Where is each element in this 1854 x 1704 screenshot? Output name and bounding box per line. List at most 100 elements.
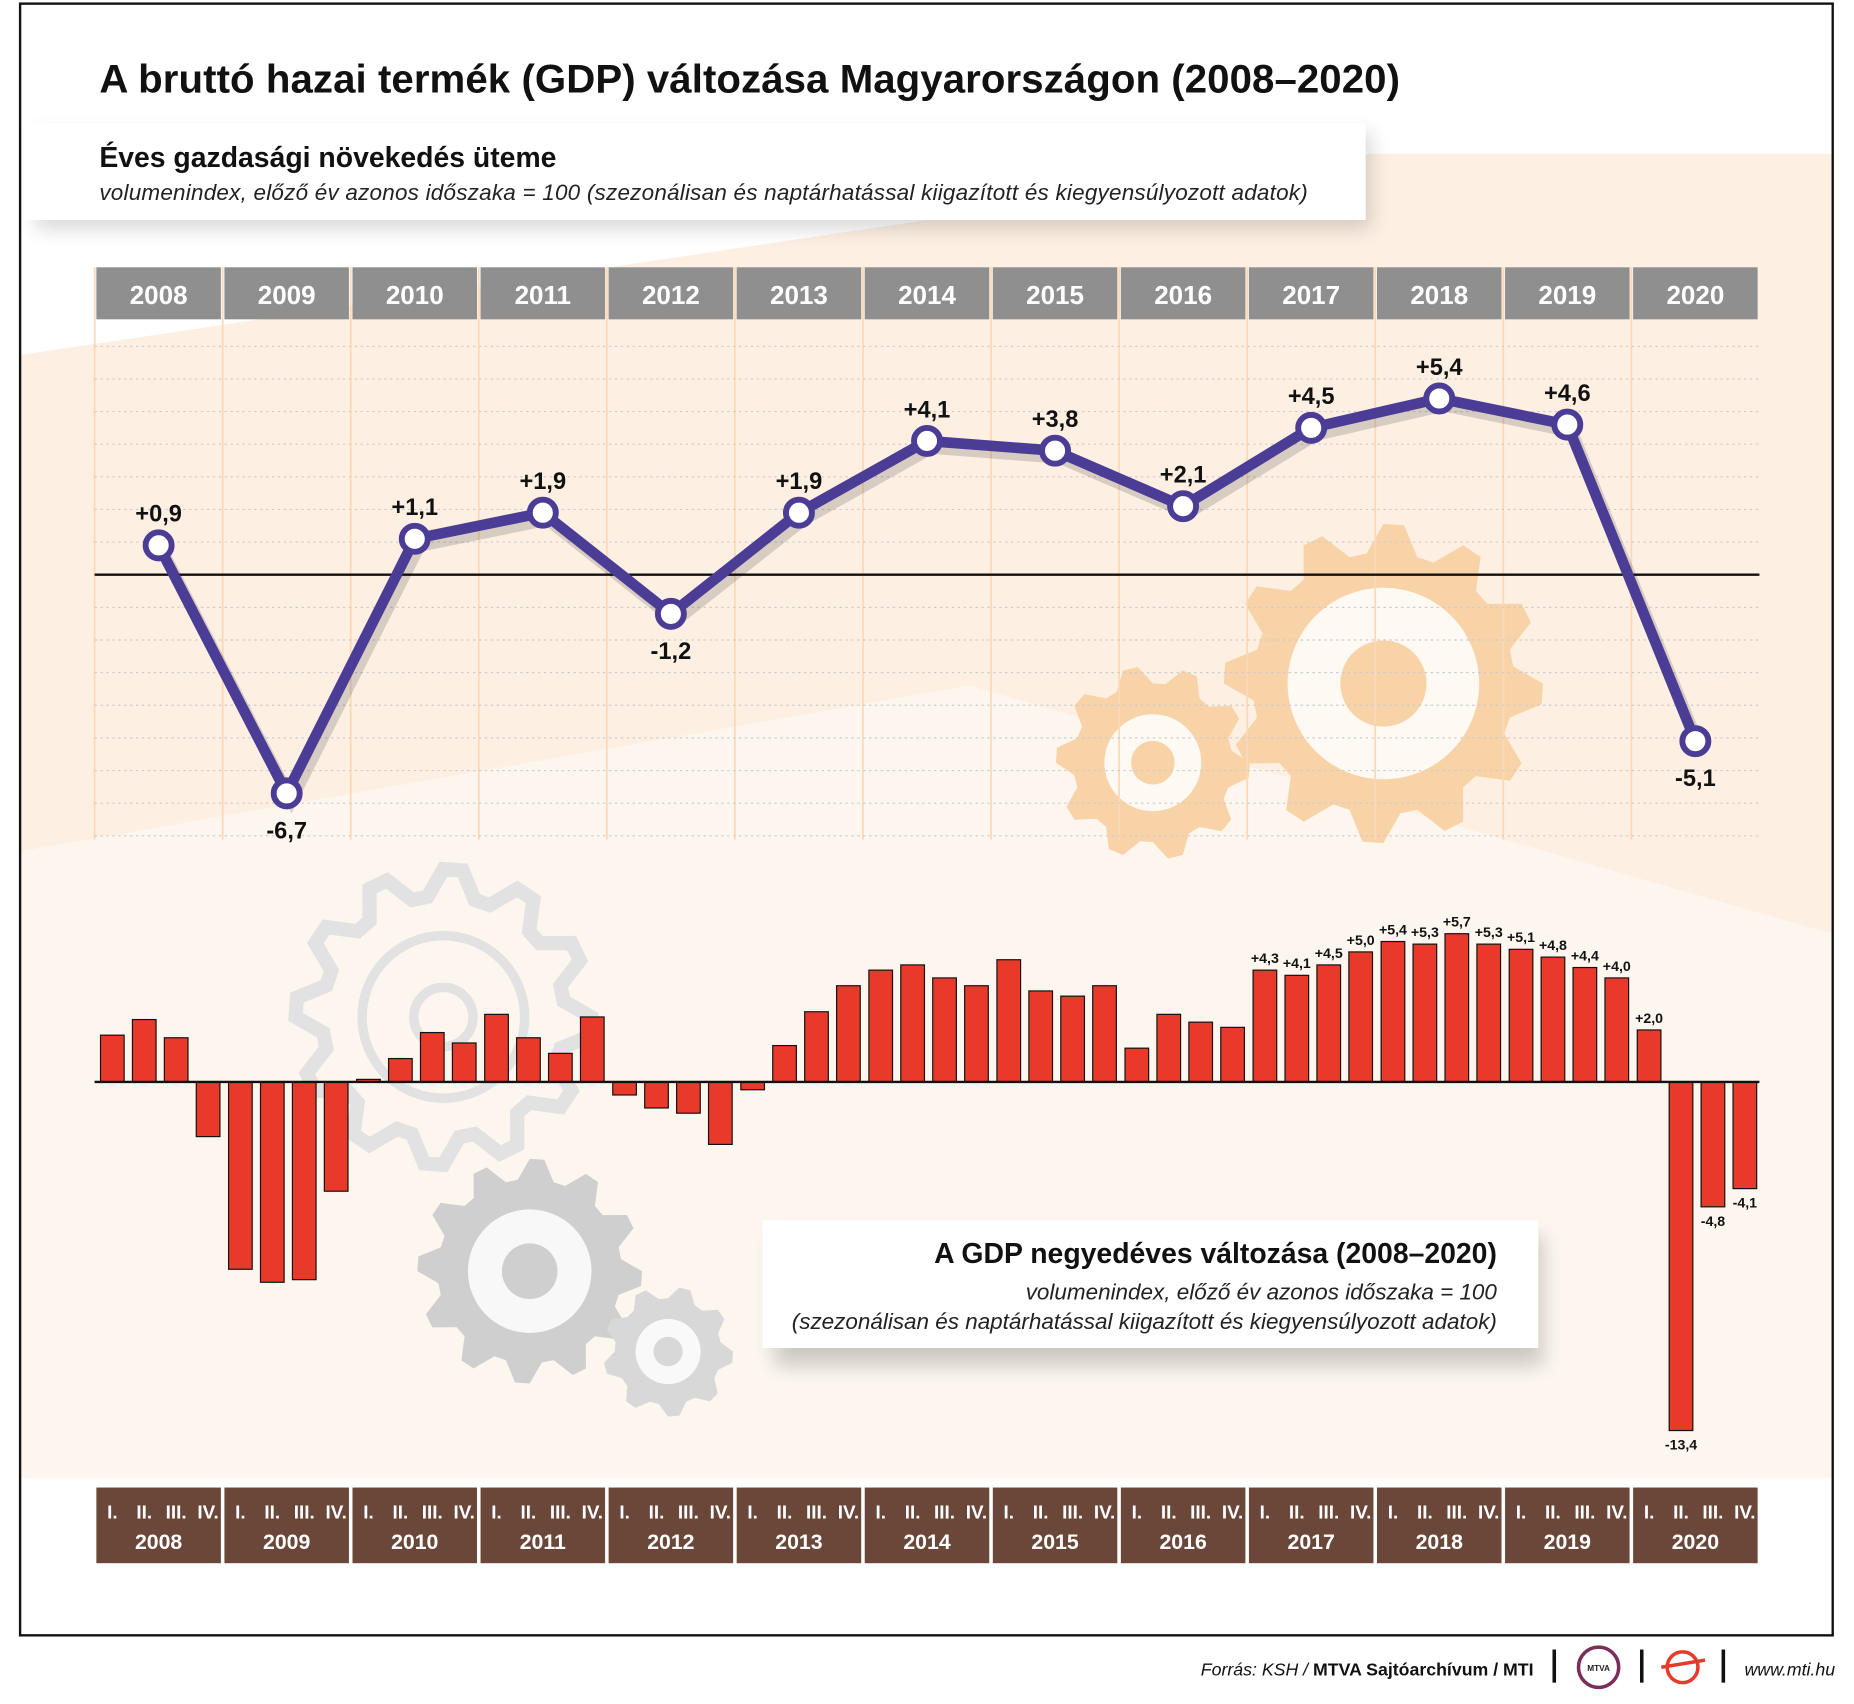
quarter-label: II. xyxy=(264,1502,280,1523)
quarter-label: I. xyxy=(107,1502,118,1523)
bar xyxy=(1348,951,1374,1083)
quarter-label: II. xyxy=(136,1502,152,1523)
quarter-label: I. xyxy=(1260,1502,1271,1523)
bar xyxy=(1732,1081,1758,1190)
data-point xyxy=(1679,725,1712,758)
quarter-label: III. xyxy=(1446,1502,1467,1523)
quarter-label: IV. xyxy=(582,1502,603,1523)
year-header-label: 2014 xyxy=(898,280,956,310)
mtva-logo xyxy=(1576,1645,1621,1690)
year-header-cell xyxy=(224,267,349,320)
bar xyxy=(1540,956,1566,1083)
quarter-label: III. xyxy=(294,1502,315,1523)
quarter-band-cell xyxy=(1633,1487,1758,1564)
year-header-label: 2008 xyxy=(130,280,188,310)
bar xyxy=(1668,1081,1694,1432)
gear-icon xyxy=(1055,666,1250,859)
bar xyxy=(451,1042,477,1083)
year-header-label: 2019 xyxy=(1538,280,1596,310)
quarter-band-cell xyxy=(1120,1487,1246,1564)
quarter-label: I. xyxy=(1516,1502,1527,1523)
data-point xyxy=(1423,382,1456,415)
quarter-label: I. xyxy=(491,1502,502,1523)
bar xyxy=(516,1037,541,1083)
quarter-band-cell xyxy=(96,1487,221,1564)
quarter-label: II. xyxy=(905,1502,921,1523)
bar xyxy=(1220,1026,1246,1083)
bar-label: +5,0 xyxy=(1347,933,1375,949)
year-header-cell xyxy=(1376,267,1502,320)
quarter-label: I. xyxy=(1132,1502,1143,1523)
data-label: -6,7 xyxy=(266,818,307,844)
year-header-cell xyxy=(352,267,478,320)
year-header-label: 2015 xyxy=(1026,280,1084,310)
bar xyxy=(1092,985,1117,1083)
bar xyxy=(195,1081,221,1138)
quarter-year-label: 2012 xyxy=(647,1530,694,1554)
quarter-label: II. xyxy=(1289,1502,1305,1523)
bar xyxy=(99,1034,125,1083)
data-point xyxy=(1295,411,1328,444)
quarter-label: III. xyxy=(806,1502,827,1523)
bar xyxy=(932,977,957,1083)
quarter-label: II. xyxy=(521,1502,537,1523)
gear-outline xyxy=(288,861,599,1173)
bar xyxy=(1700,1081,1726,1208)
data-point xyxy=(526,496,559,529)
bar xyxy=(644,1081,669,1109)
bar xyxy=(1284,974,1310,1083)
quarter-year-label: 2016 xyxy=(1159,1530,1206,1554)
bar-label: +4,5 xyxy=(1315,946,1343,962)
bar xyxy=(1476,943,1502,1083)
quarter-label: I. xyxy=(1644,1502,1655,1523)
data-label: -5,1 xyxy=(1675,766,1716,792)
bar xyxy=(612,1081,637,1096)
quarter-year-label: 2008 xyxy=(135,1530,182,1554)
quarter-label: III. xyxy=(1190,1502,1211,1523)
bar xyxy=(1604,977,1630,1083)
quarter-label: II. xyxy=(1545,1502,1561,1523)
frame-border xyxy=(18,2,1834,1637)
quarter-band-cell xyxy=(1248,1487,1374,1564)
quarter-band-cell xyxy=(224,1487,349,1564)
quarter-label: IV. xyxy=(1222,1502,1243,1523)
bar xyxy=(1156,1013,1182,1083)
quarter-year-label: 2014 xyxy=(903,1530,950,1554)
quarter-band-cell xyxy=(736,1487,862,1564)
data-label: +0,9 xyxy=(135,502,182,528)
year-header-label: 2010 xyxy=(386,280,444,310)
year-header-cell xyxy=(96,267,221,320)
bar-label: -4,8 xyxy=(1701,1214,1726,1230)
quarter-label: II. xyxy=(1673,1502,1689,1523)
quarter-label: IV. xyxy=(1734,1502,1755,1523)
mtva-logo-text: MTVA xyxy=(1587,1664,1610,1673)
quarter-label: IV. xyxy=(1478,1502,1499,1523)
quarter-band-cell xyxy=(864,1487,990,1564)
website-link[interactable]: www.mti.hu xyxy=(1744,1660,1835,1680)
quarter-year-label: 2018 xyxy=(1416,1530,1463,1554)
data-point xyxy=(1039,434,1072,467)
year-header-label: 2016 xyxy=(1154,280,1212,310)
quarter-label: IV. xyxy=(197,1502,218,1523)
bar xyxy=(547,1052,573,1083)
bar xyxy=(163,1037,189,1083)
quarter-year-label: 2009 xyxy=(263,1530,310,1554)
bar xyxy=(1508,948,1534,1083)
quarter-label: II. xyxy=(1417,1502,1433,1523)
bar xyxy=(707,1081,733,1145)
quarterly-title-box xyxy=(762,1220,1539,1349)
year-header-cell xyxy=(1505,267,1630,320)
quarter-year-label: 2017 xyxy=(1288,1530,1335,1554)
quarter-label: II. xyxy=(1161,1502,1177,1523)
mti-logo-icon xyxy=(1660,1650,1706,1685)
quarter-label: III. xyxy=(422,1502,443,1523)
bar xyxy=(868,969,894,1083)
quarter-label: IV. xyxy=(325,1502,346,1523)
data-point xyxy=(1167,490,1200,523)
quarter-label: IV. xyxy=(1606,1502,1627,1523)
year-header-label: 2018 xyxy=(1410,280,1468,310)
bar xyxy=(323,1081,349,1192)
quarter-label: IV. xyxy=(1350,1502,1371,1523)
bar xyxy=(1060,995,1086,1083)
